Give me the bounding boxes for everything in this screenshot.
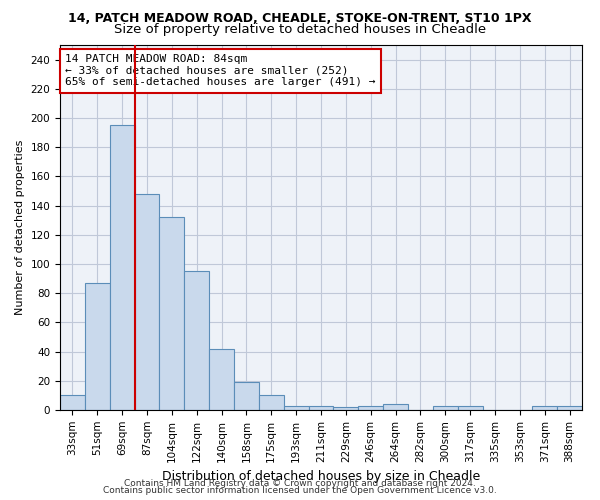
Bar (60, 396, 85, 410)
Bar (334, 407, 358, 410)
Bar (383, 404, 408, 410)
X-axis label: Distribution of detached houses by size in Cheadle: Distribution of detached houses by size … (162, 470, 480, 483)
Text: 14, PATCH MEADOW ROAD, CHEADLE, STOKE-ON-TRENT, ST10 1PX: 14, PATCH MEADOW ROAD, CHEADLE, STOKE-ON… (68, 12, 532, 24)
Bar (85, 283, 110, 410)
Bar (557, 406, 582, 410)
Bar (110, 126, 134, 410)
Text: Contains HM Land Registry data © Crown copyright and database right 2024.: Contains HM Land Registry data © Crown c… (124, 478, 476, 488)
Bar (532, 406, 557, 410)
Bar (134, 194, 160, 410)
Text: 14 PATCH MEADOW ROAD: 84sqm
← 33% of detached houses are smaller (252)
65% of se: 14 PATCH MEADOW ROAD: 84sqm ← 33% of det… (65, 54, 376, 88)
Bar (284, 406, 308, 410)
Bar (433, 406, 458, 410)
Y-axis label: Number of detached properties: Number of detached properties (15, 140, 25, 315)
Bar (160, 218, 184, 410)
Bar (308, 406, 334, 410)
Bar (234, 382, 259, 410)
Bar (259, 396, 284, 410)
Bar (209, 348, 234, 410)
Text: Size of property relative to detached houses in Cheadle: Size of property relative to detached ho… (114, 22, 486, 36)
Text: Contains public sector information licensed under the Open Government Licence v3: Contains public sector information licen… (103, 486, 497, 495)
Bar (184, 272, 209, 410)
Bar (458, 406, 482, 410)
Bar (358, 406, 383, 410)
